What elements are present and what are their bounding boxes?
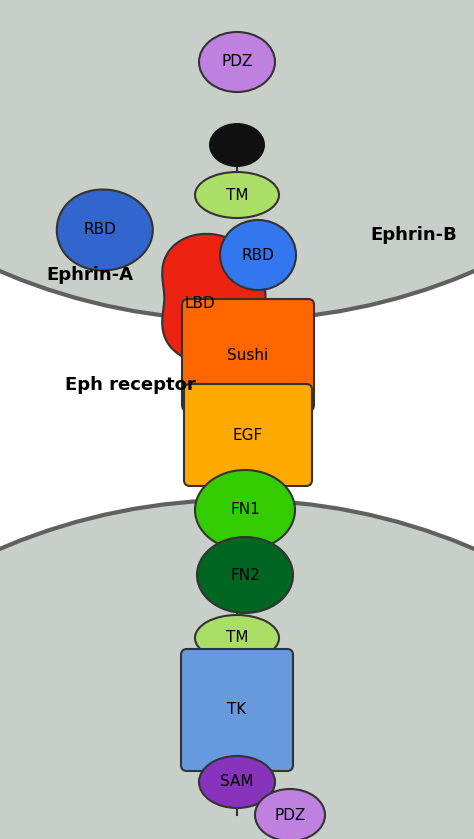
Ellipse shape: [197, 537, 293, 613]
Text: SAM: SAM: [220, 774, 254, 789]
Polygon shape: [162, 234, 265, 362]
FancyBboxPatch shape: [181, 649, 293, 771]
Ellipse shape: [195, 615, 279, 661]
Ellipse shape: [199, 756, 275, 808]
Text: PDZ: PDZ: [221, 55, 253, 70]
Polygon shape: [57, 190, 153, 270]
Ellipse shape: [195, 470, 295, 550]
Text: TK: TK: [228, 702, 246, 717]
Text: TM: TM: [226, 187, 248, 202]
Text: PDZ: PDZ: [274, 807, 306, 822]
Text: RBD: RBD: [242, 248, 274, 263]
Ellipse shape: [0, 500, 474, 839]
Ellipse shape: [0, 0, 474, 320]
Text: FN2: FN2: [230, 567, 260, 582]
Text: TM: TM: [226, 630, 248, 645]
Text: Ephrin-B: Ephrin-B: [370, 226, 457, 244]
Ellipse shape: [195, 172, 279, 218]
Text: FN1: FN1: [230, 503, 260, 518]
FancyBboxPatch shape: [182, 299, 314, 411]
Text: LBD: LBD: [185, 295, 215, 310]
Text: Ephrin-A: Ephrin-A: [46, 266, 134, 284]
FancyBboxPatch shape: [184, 384, 312, 486]
Ellipse shape: [220, 220, 296, 290]
Text: Eph receptor: Eph receptor: [64, 376, 195, 394]
Text: Sushi: Sushi: [228, 347, 269, 362]
Ellipse shape: [209, 123, 265, 167]
Text: EGF: EGF: [233, 428, 263, 442]
Text: RBD: RBD: [83, 222, 117, 237]
Ellipse shape: [255, 789, 325, 839]
Ellipse shape: [199, 32, 275, 92]
